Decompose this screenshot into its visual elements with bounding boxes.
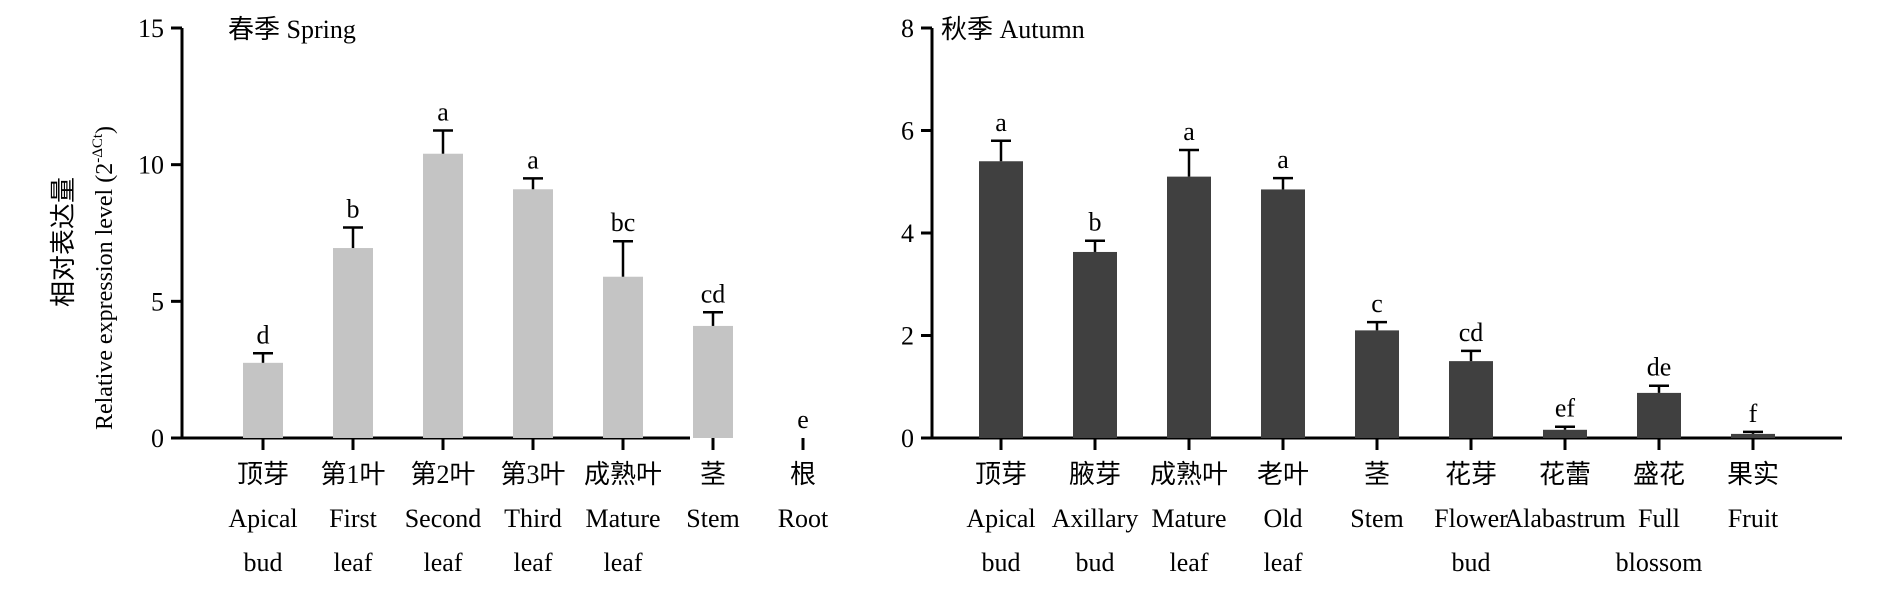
spring-significance-label: e — [797, 405, 809, 434]
autumn-bar — [1073, 251, 1117, 438]
spring-title: 春季 Spring — [228, 15, 356, 44]
autumn-significance-label: f — [1749, 399, 1758, 428]
autumn-significance-label: de — [1647, 353, 1672, 382]
autumn-category-label: blossom — [1616, 548, 1703, 577]
autumn-significance-label: ef — [1555, 394, 1576, 423]
spring-category-label: Second — [405, 504, 482, 533]
spring-category-label: 茎 — [700, 460, 726, 489]
spring-category-label: 第3叶 — [500, 460, 565, 489]
autumn-y-tick-label: 8 — [901, 14, 914, 43]
spring-panel: 0 5 10 15 春季 Spring d 顶芽 Apical bud b 第1叶 First leaf… — [138, 14, 829, 577]
spring-category-label: Mature — [585, 504, 660, 533]
autumn-significance-label: a — [1183, 117, 1195, 146]
spring-category-label: 根 — [790, 460, 816, 489]
autumn-category-label: 老叶 — [1257, 460, 1309, 489]
autumn-y-tick-label: 2 — [901, 322, 914, 351]
spring-significance-label: bc — [611, 208, 636, 237]
spring-significance-label: a — [527, 145, 539, 174]
y-axis-label-en: Relative expression level (2-ΔCt) — [90, 126, 118, 430]
spring-bar — [243, 362, 283, 438]
spring-y-tick-label: 0 — [151, 424, 164, 453]
autumn-category-label: 花蕾 — [1539, 460, 1591, 489]
spring-significance-label: cd — [701, 279, 726, 308]
spring-bar — [333, 248, 373, 438]
autumn-category-label: 茎 — [1364, 460, 1390, 489]
autumn-panel: 0 2 4 6 8 秋季 Autumn a 顶芽 Apical bud b 腋芽 Axillary bud… — [901, 14, 1842, 577]
autumn-category-label: Fruit — [1728, 504, 1779, 533]
autumn-bar — [1261, 189, 1305, 438]
autumn-category-label: Axillary — [1052, 504, 1139, 533]
spring-category-label: leaf — [424, 548, 463, 577]
autumn-category-label: Mature — [1151, 504, 1226, 533]
spring-category-label: First — [329, 504, 377, 533]
autumn-category-label: leaf — [1170, 548, 1209, 577]
spring-category-label: 第1叶 — [320, 460, 385, 489]
autumn-category-label: 盛花 — [1633, 460, 1685, 489]
autumn-significance-label: c — [1371, 289, 1383, 318]
autumn-bar — [1355, 330, 1399, 438]
autumn-category-label: Stem — [1350, 504, 1403, 533]
autumn-significance-label: b — [1089, 208, 1102, 237]
spring-category-label: Stem — [686, 504, 739, 533]
spring-category-label: Apical — [228, 504, 297, 533]
spring-bar — [603, 276, 643, 438]
spring-bar — [513, 189, 553, 438]
spring-significance-label: b — [347, 195, 360, 224]
autumn-significance-label: a — [1277, 145, 1289, 174]
spring-category-label: Root — [778, 504, 829, 533]
spring-y-tick-label: 15 — [138, 14, 164, 43]
autumn-category-label: Full — [1638, 504, 1680, 533]
spring-category-label: leaf — [604, 548, 643, 577]
spring-significance-label: a — [437, 98, 449, 127]
spring-category-label: leaf — [514, 548, 553, 577]
autumn-category-label: 成熟叶 — [1150, 460, 1228, 489]
autumn-category-label: 花芽 — [1445, 460, 1497, 489]
autumn-category-label: bud — [1076, 548, 1115, 577]
spring-category-label: 顶芽 — [237, 460, 289, 489]
spring-bar — [423, 153, 463, 438]
y-axis-label-superscript: -ΔCt — [90, 133, 106, 163]
autumn-bar — [979, 161, 1023, 438]
autumn-category-label: Apical — [966, 504, 1035, 533]
autumn-y-tick-label: 4 — [901, 219, 914, 248]
autumn-title: 秋季 Autumn — [941, 15, 1085, 44]
autumn-significance-label: cd — [1459, 318, 1484, 347]
spring-category-label: bud — [244, 548, 283, 577]
autumn-category-label: 顶芽 — [975, 460, 1027, 489]
autumn-y-tick-label: 6 — [901, 117, 914, 146]
autumn-category-label: Alabastrum — [1504, 504, 1625, 533]
autumn-category-label: 果实 — [1727, 460, 1779, 489]
spring-y-tick-label: 10 — [138, 151, 164, 180]
autumn-category-label: Flower — [1434, 504, 1508, 533]
spring-category-label: 成熟叶 — [584, 460, 662, 489]
autumn-category-label: leaf — [1264, 548, 1303, 577]
autumn-bar — [1637, 392, 1681, 438]
spring-category-label: 第2叶 — [410, 460, 475, 489]
spring-category-label: Third — [504, 504, 562, 533]
autumn-category-label: 腋芽 — [1069, 460, 1121, 489]
autumn-bar — [1543, 429, 1587, 438]
spring-category-label: leaf — [334, 548, 373, 577]
autumn-bar — [1167, 176, 1211, 438]
y-axis-label-zh: 相对表达量 — [49, 177, 78, 307]
autumn-bar — [1731, 433, 1775, 438]
autumn-bar — [1449, 361, 1493, 438]
autumn-category-label: bud — [1452, 548, 1491, 577]
spring-bar — [693, 325, 733, 438]
autumn-y-tick-label: 0 — [901, 424, 914, 453]
autumn-category-label: Old — [1264, 504, 1303, 533]
autumn-significance-label: a — [995, 108, 1007, 137]
spring-significance-label: d — [257, 320, 270, 349]
spring-y-tick-label: 5 — [151, 287, 164, 316]
autumn-category-label: bud — [982, 548, 1021, 577]
